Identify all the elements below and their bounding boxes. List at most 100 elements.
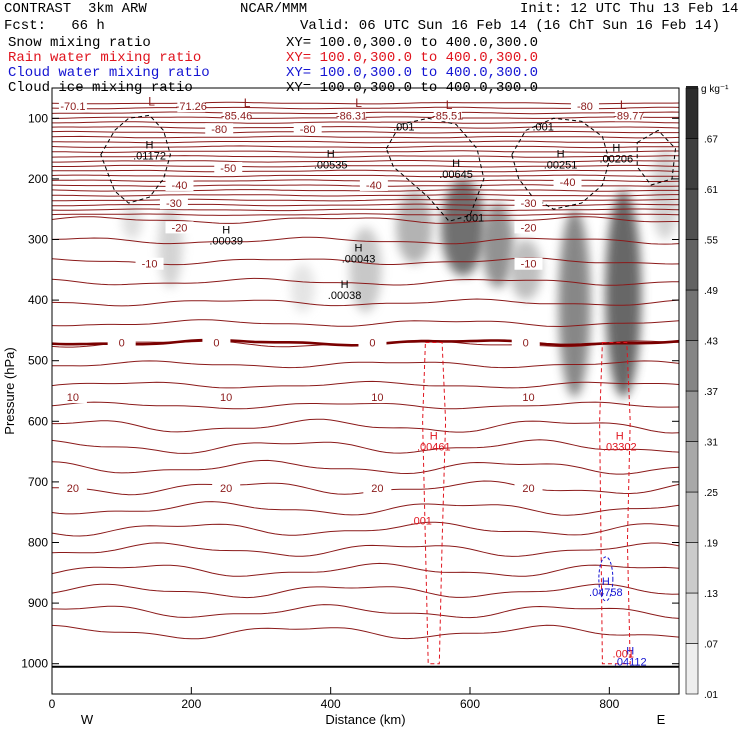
snow-plume [481,203,514,288]
colorbar-level-label: .49 [704,286,718,297]
y-tick-label: 100 [28,111,48,125]
colorbar-swatch [685,138,699,190]
snow-plume [605,191,642,398]
isotherm-label-bg [58,100,87,113]
colorbar-swatch [685,491,699,543]
colorbar-level-label: .67 [704,135,718,146]
high-marker-value: .01172 [133,151,166,163]
isotherm-label-bg [359,178,388,191]
isotherm-line [52,145,679,149]
contour-label: .001 [463,212,484,224]
snow-plume [349,227,382,313]
low-marker: L [244,96,251,110]
plot-frame [51,87,680,695]
isotherm-line [52,164,679,168]
isotherm-line [52,193,679,197]
high-marker-label: H [355,243,363,255]
isotherm-label-bg [205,123,234,136]
isotherm-label: 0 [213,338,219,350]
high-marker-label: H [602,576,610,588]
rain-contour [599,342,631,665]
isotherm-label-bg [58,481,87,494]
high-marker-value: .00251 [544,160,578,172]
isotherm-line [52,155,679,158]
x-tick-label: 800 [599,697,619,711]
isotherm-label-bg [514,481,543,494]
snow-plume [441,178,486,276]
isotherm-label: 10 [67,392,79,404]
isotherm-label: 0 [369,338,375,350]
colorbar-level-label: .07 [704,640,718,651]
high-marker-label: H [430,430,438,442]
y-tick-label: 600 [28,414,48,428]
cloud-water-contour [598,556,614,602]
x-tick-label: 400 [321,697,341,711]
high-marker-label: H [452,158,460,170]
isotherm-line [52,216,679,224]
colorbar-swatch [685,542,699,594]
isotherm-label: -50 [220,163,236,175]
colorbar-level-label: .19 [704,539,718,550]
isotherm-label: 20 [522,483,534,495]
isotherm-label-bg [514,197,543,210]
isotherm-line [52,542,679,557]
forecast-hour: Fcst: 66 h [4,18,105,34]
low-marker: L [355,96,362,110]
isotherm-label: -20 [172,222,188,234]
cloud-ice-contour [511,117,610,210]
isotherm-label: -80 [300,124,316,136]
x-axis-label: Distance (km) [325,712,405,727]
high-marker-value: .00206 [599,154,633,166]
isotherm-label: -71.26 [176,101,207,113]
high-marker-label: H [222,224,230,236]
isotherm-label-bg [433,109,462,122]
high-marker-label: H [327,149,335,161]
contour-label: .001 [393,121,414,133]
field-label-snow: Snow mixing ratio [8,35,151,51]
isotherm-line [52,160,679,163]
isotherm-label: 10 [522,392,534,404]
colorbar-swatch [685,239,699,291]
y-tick-label: 800 [28,536,48,550]
isotherm-line [52,277,679,286]
snow-plume [396,191,433,264]
colorbar-level-label: .31 [704,438,718,449]
field-label-cloud-water: Cloud water mixing ratio [8,65,210,81]
isotherm-label: -10 [142,259,158,271]
y-tick-label: 500 [28,354,48,368]
isotherm-label: 10 [220,392,232,404]
low-marker: L [148,94,155,108]
high-marker-value: .00038 [328,290,362,302]
colorbar-cap [686,86,698,88]
high-marker-label: H [341,279,349,291]
isotherm-label: 20 [67,483,79,495]
isotherm-line [52,198,679,202]
low-marker: L [620,98,627,112]
isotherm-label: -70.1 [60,101,85,113]
isotherm-label-bg [135,257,164,270]
colorbar-swatch [685,289,699,341]
isotherm-label: -85.51 [432,110,463,122]
isotherm-label-bg [165,178,194,191]
isotherm-label: -10 [521,259,537,271]
isotherm-line [52,130,679,134]
isotherm-line [52,380,679,389]
isotherm-line [52,360,679,369]
isotherm-label: -40 [366,180,382,192]
isotherm-label: -89.77 [613,110,644,122]
isotherm-label: -30 [166,198,182,210]
colorbar-swatch [685,390,699,442]
snow-plume [558,209,591,398]
isotherm-label: 20 [220,483,232,495]
isotherm-line [52,174,679,178]
isotherm-line [52,213,679,216]
y-tick-label: 700 [28,475,48,489]
isotherm-label: -20 [521,222,537,234]
y-tick-label: 1000 [21,657,48,671]
isotherm-line [52,135,679,139]
isotherm-line [52,562,679,577]
isotherm-line [52,401,679,410]
isotherm-label-bg [614,109,643,122]
isotherm-label: -85.46 [221,110,252,122]
model-center: NCAR/MMM [240,1,308,17]
